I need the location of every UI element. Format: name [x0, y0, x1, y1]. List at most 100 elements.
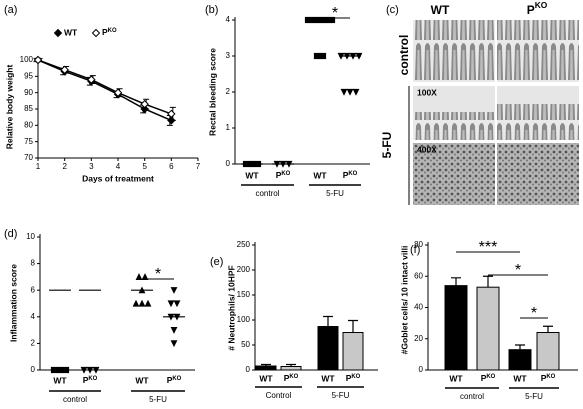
- y-tick-label: 4: [31, 312, 36, 321]
- y-tick-label: 250: [237, 240, 251, 249]
- marker: [340, 88, 348, 96]
- marker: [113, 88, 123, 97]
- x-tick-label: WT: [53, 375, 67, 385]
- y-tick-label: 6: [31, 285, 36, 294]
- x-tick-label: PKO: [83, 375, 98, 385]
- y-tick-label: 95: [24, 71, 33, 80]
- marker: [319, 52, 327, 60]
- marker: [173, 300, 181, 308]
- y-tick-label: 2: [31, 339, 36, 348]
- group-label: 5-FU: [525, 392, 543, 401]
- row-label: control: [397, 35, 411, 76]
- error-bar: [515, 344, 525, 350]
- y-tick-label: 85: [24, 104, 33, 113]
- y-tick-label: 100: [237, 315, 251, 324]
- panel-label: (d): [4, 228, 17, 240]
- error-bar: [451, 277, 461, 286]
- marker: [135, 273, 143, 280]
- y-tick-label: 70: [24, 153, 33, 162]
- x-axis-label: Days of treatment: [82, 173, 154, 183]
- error-bar: [483, 275, 493, 288]
- micrograph: [497, 143, 579, 205]
- bar: [508, 349, 532, 371]
- y-tick-label: 0: [419, 365, 424, 374]
- panel-label: (b): [205, 4, 218, 16]
- image-panel: (c) WT PKO control 5-FU 100X 400X: [380, 0, 579, 205]
- bar: [280, 366, 302, 371]
- x-tick-label: PKO: [284, 373, 299, 383]
- y-tick-label: 10: [26, 232, 35, 241]
- y-axis-label: # Neutrophils/ 10HPF: [226, 265, 236, 351]
- x-tick-label: WT: [449, 373, 463, 383]
- bar: [255, 365, 277, 371]
- x-tick-label: 6: [169, 162, 174, 171]
- marker: [352, 88, 360, 96]
- x-tick-label: WT: [513, 373, 527, 383]
- y-tick-label: 40: [414, 303, 423, 312]
- legend-label: PKO: [102, 27, 117, 37]
- marker: [313, 52, 321, 60]
- marker: [167, 300, 175, 308]
- magnification: 100X: [417, 87, 437, 97]
- y-tick-label: 8: [31, 259, 36, 268]
- column-label: PKO: [527, 0, 548, 17]
- group-label: Control: [266, 391, 292, 400]
- y-axis-label: Rectal bleeding score: [207, 48, 217, 136]
- x-tick-label: 4: [116, 162, 121, 171]
- marker: [144, 299, 152, 307]
- bar: [536, 332, 560, 371]
- y-tick-label: 2: [226, 87, 231, 96]
- marker: [80, 366, 88, 374]
- y-tick-label: 0: [31, 365, 36, 374]
- group-label: 5-FU: [332, 391, 350, 400]
- y-tick-label: 80: [414, 240, 423, 249]
- y-tick-label: 90: [24, 88, 33, 97]
- x-tick-label: WT: [245, 170, 259, 180]
- y-tick-label: 3: [226, 51, 231, 60]
- marker: [346, 88, 354, 96]
- micrograph: [497, 20, 579, 82]
- group-label: 5-FU: [326, 189, 344, 198]
- group-label: control: [460, 392, 484, 401]
- marker: [87, 75, 96, 84]
- legend-label: WT: [64, 27, 78, 37]
- micrograph: [497, 104, 579, 140]
- micrograph: [413, 143, 495, 205]
- error-bar: [348, 319, 358, 333]
- bar: [444, 285, 468, 371]
- x-tick-label: PKO: [481, 373, 496, 383]
- x-tick-label: 3: [89, 162, 94, 171]
- x-tick-label: PKO: [343, 170, 358, 180]
- marker: [60, 65, 69, 75]
- panel-label: (a): [4, 4, 17, 16]
- marker: [170, 340, 178, 348]
- bar: [317, 326, 339, 371]
- marker: [170, 287, 178, 294]
- x-tick-label: WT: [313, 170, 327, 180]
- x-tick-label: PKO: [541, 373, 556, 383]
- significance-label: ***: [479, 239, 498, 256]
- marker: [132, 299, 140, 307]
- marker: [53, 28, 63, 38]
- y-tick-label: 1: [226, 123, 231, 132]
- y-axis-label: Relative body weight: [4, 65, 14, 150]
- group-label: 5-FU: [149, 395, 167, 404]
- y-tick-label: 60: [414, 271, 423, 280]
- micrograph: [413, 20, 495, 82]
- column-label: WT: [431, 3, 450, 17]
- x-tick-label: 2: [62, 162, 67, 171]
- group-label: control: [255, 189, 279, 198]
- marker: [50, 366, 58, 374]
- significance-label: *: [332, 5, 338, 22]
- marker: [62, 366, 70, 374]
- significance-label: *: [155, 266, 161, 283]
- x-tick-label: WT: [259, 373, 273, 383]
- x-tick-label: WT: [321, 373, 335, 383]
- panel-label: (f): [410, 244, 420, 256]
- x-tick-label: 5: [142, 162, 147, 171]
- y-tick-label: 150: [237, 290, 251, 299]
- marker: [92, 366, 100, 374]
- bar: [476, 286, 500, 371]
- y-axis-label: #Goblet cells/ 10 intact villi: [399, 246, 409, 355]
